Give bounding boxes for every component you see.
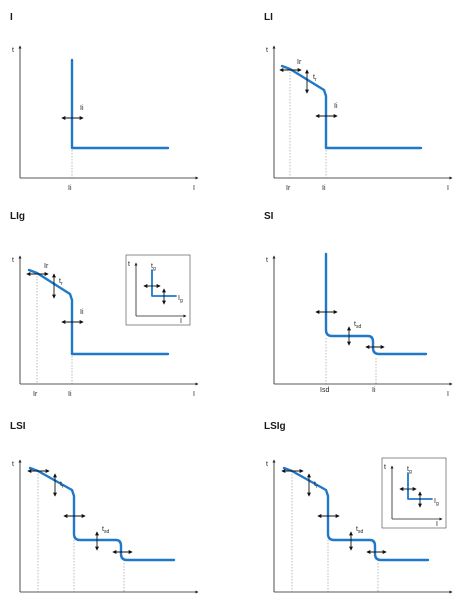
y-axis-label-i: t [12,47,14,54]
isd-tick-label: Isd [320,387,329,394]
trip-curve-li [280,64,423,150]
panel-title-i: I [10,12,13,23]
trip-curve-lsi [28,466,176,562]
ground-fault-curve [407,472,433,500]
panel-lsi: LSI t tr tsd [10,421,199,594]
ii-tick-label: Ii [372,387,376,394]
ii-tick-label: Ii [68,391,72,398]
ir-arrow-label: Ir [44,263,49,270]
tr-label: tr [59,278,63,287]
ground-fault-curve [151,269,177,297]
x-axis-label-si: I [447,391,449,398]
y-axis-label-li: t [266,47,268,54]
panel-li: LI t I Ir tr Ii Ir Ii [264,12,453,192]
tg-label: tg [151,263,156,272]
panel-title-lig: LIg [10,211,25,222]
trip-curve-si [324,252,428,356]
panel-lig: LIg t I Ir tr Ii Ir Ii t I tg Ig [10,211,199,398]
ir-arrow-label: Ir [297,59,302,66]
x-axis-label-lig: I [193,391,195,398]
tsd-label: tsd [102,526,109,535]
inset-frame [381,457,447,529]
panel-lsig: LSIg t tr tsd t I tg Ig [264,421,453,594]
y-axis-label-si: t [266,257,268,264]
tr-label: tr [314,481,318,490]
panel-si: SI t I tsd Isd Ii [264,211,453,398]
inset-y-label: t [128,261,130,268]
panel-title-li: LI [264,12,273,23]
ir-tick-label: Ir [33,391,38,398]
inset-y-label: t [384,464,386,471]
inset-x-label: I [436,521,438,528]
inset-frame [125,254,191,326]
tr-label: tr [60,481,64,490]
x-axis-label-i: I [193,185,195,192]
trip-curve-lsig [282,466,430,562]
x-axis-label-li: I [447,185,449,192]
tr-label: tr [313,74,317,83]
panel-i: I t I Ii Ii [10,12,199,192]
ii-arrow-label: Ii [80,309,84,316]
ii-tick-label: Ii [68,185,72,192]
ig-label: Ig [178,295,183,304]
ground-fault-inset-lig: t I tg Ig [125,254,191,326]
y-axis-label-lig: t [12,257,14,264]
ig-label: Ig [434,498,439,507]
ground-fault-inset-lsig: t I tg Ig [381,457,447,529]
panel-title-lsig: LSIg [264,421,286,432]
panel-title-si: SI [264,211,274,222]
ii-arrow-label: Ii [334,103,338,110]
y-axis-label-lsi: t [12,461,14,468]
inset-x-label: I [180,318,182,325]
panel-title-lsi: LSI [10,421,26,432]
tg-label: tg [407,466,412,475]
tsd-label: tsd [356,526,363,535]
y-axis-label-lsig: t [266,461,268,468]
ir-tick-label: Ir [286,185,291,192]
trip-curve-i [70,58,170,150]
tsd-label: tsd [354,321,361,330]
ii-tick-label: Ii [322,185,326,192]
ii-arrow-label: Ii [80,105,84,112]
